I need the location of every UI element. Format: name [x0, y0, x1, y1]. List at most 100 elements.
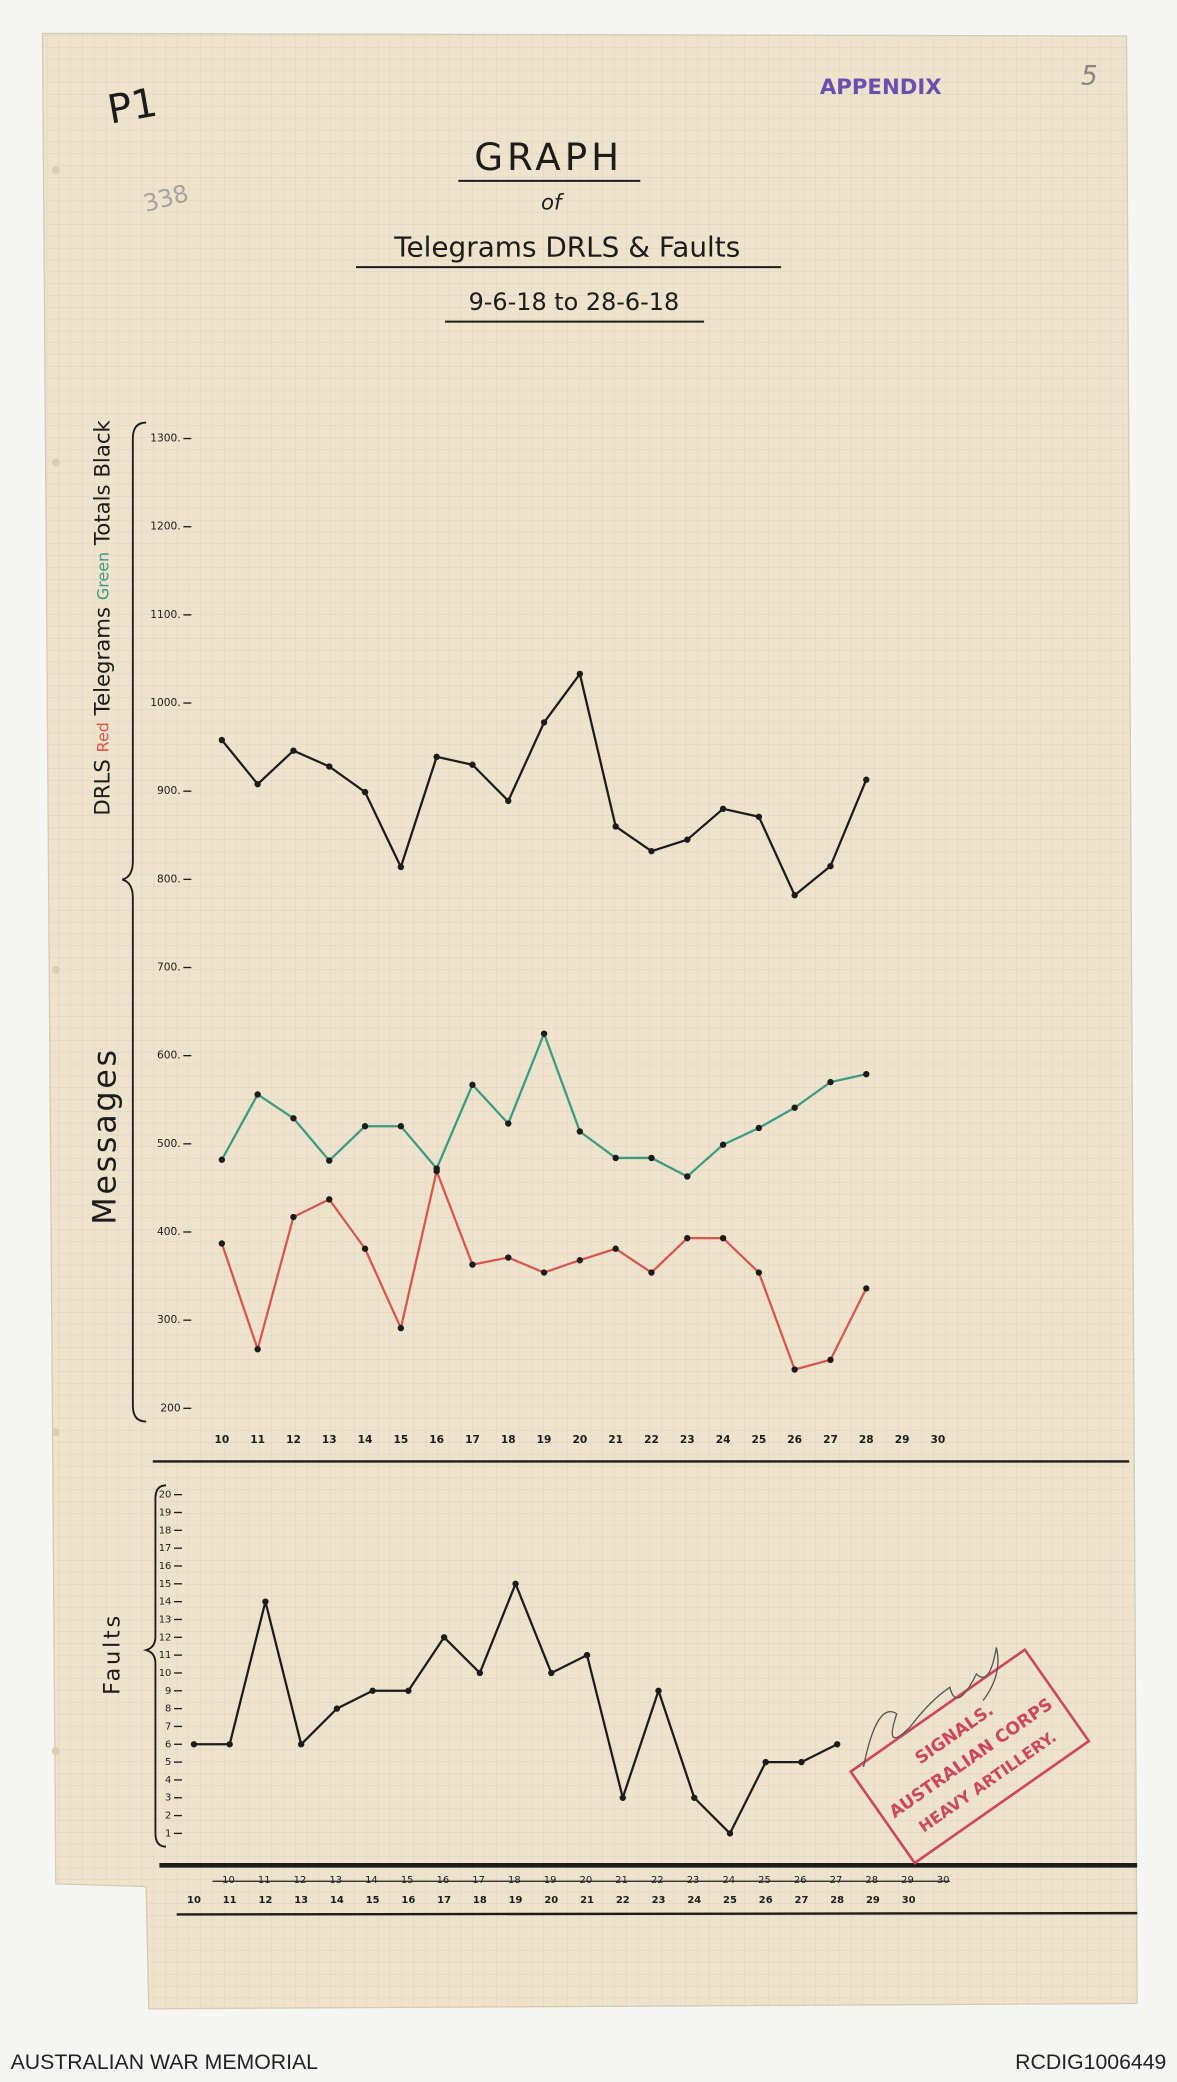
data-point — [827, 1356, 834, 1364]
subtitle: Telegrams DRLS & Faults — [393, 231, 740, 264]
legend-color-word: Black — [91, 419, 116, 477]
struck-tick-label: 17 — [472, 1875, 485, 1886]
data-point — [540, 719, 548, 726]
y-axis-label: Faults — [99, 1613, 125, 1695]
x-tick-label: 28 — [830, 1895, 844, 1906]
y-tick-label: 200 — [160, 1401, 181, 1414]
x-tick-label: 24 — [687, 1895, 701, 1906]
data-point — [863, 1070, 870, 1078]
legend-series-name: Totals — [91, 484, 116, 546]
page-number: 5 — [1081, 61, 1098, 92]
x-tick-label: 14 — [330, 1895, 344, 1906]
struck-tick-label: 27 — [830, 1875, 843, 1886]
x-tick-label: 17 — [465, 1433, 480, 1446]
y-tick-label: 17 — [159, 1543, 172, 1554]
x-tick-label: 10 — [214, 1433, 229, 1446]
date-range: 9-6-18 to 28-6-18 — [469, 288, 680, 316]
data-point — [290, 1213, 297, 1221]
y-tick-label: 900. — [157, 784, 181, 797]
data-point — [612, 1154, 619, 1162]
data-point — [505, 1254, 512, 1261]
x-tick-label: 17 — [437, 1895, 451, 1906]
data-point — [791, 892, 798, 899]
data-point — [397, 1324, 405, 1332]
data-point — [254, 1346, 261, 1353]
data-point — [548, 1669, 555, 1677]
x-tick-label: 30 — [930, 1433, 945, 1446]
charts: 200 300. 400. 500. 600. 700. 800. 900. 1000. 1100… — [150, 432, 949, 1906]
data-point — [655, 1687, 662, 1694]
data-point — [684, 1234, 691, 1242]
data-point — [648, 1269, 655, 1276]
struck-tick-label: 28 — [865, 1875, 878, 1886]
y-tick-label: 18 — [159, 1525, 172, 1536]
y-tick-label: 15 — [159, 1579, 172, 1590]
legend-series-name: DRLS — [91, 759, 116, 815]
struck-tick-label: 29 — [901, 1875, 914, 1886]
data-point — [755, 1124, 763, 1132]
x-tick-label: 23 — [680, 1433, 695, 1446]
y-tick-label: 6 — [165, 1739, 171, 1750]
data-point — [190, 1741, 198, 1748]
data-point — [863, 776, 870, 783]
data-point — [218, 1240, 226, 1247]
x-tick-label: 29 — [895, 1433, 910, 1446]
x-tick-label: 22 — [644, 1433, 659, 1446]
brace — [142, 1484, 167, 1848]
data-point — [405, 1687, 412, 1694]
y-tick-label: 4 — [165, 1775, 171, 1786]
data-point — [576, 670, 584, 678]
paper-grid — [42, 33, 1138, 2009]
y-tick-label: 1300. — [150, 432, 180, 445]
legend-label: DRLS Red Telegrams Green Totals Black — [91, 419, 116, 815]
x-tick-label: 26 — [759, 1895, 773, 1906]
y-tick-label: 13 — [159, 1614, 172, 1625]
struck-tick-label: 15 — [401, 1875, 414, 1886]
x-tick-label: 27 — [823, 1433, 838, 1446]
data-point — [218, 736, 226, 744]
data-point — [297, 1741, 305, 1748]
y-axis-label: Messages — [85, 1047, 123, 1225]
data-point — [505, 797, 512, 805]
x-tick-label: 13 — [294, 1895, 308, 1906]
struck-tick-label: 25 — [758, 1875, 771, 1886]
x-tick-label: 16 — [429, 1433, 444, 1446]
x-tick-label: 11 — [250, 1433, 265, 1446]
data-point — [361, 1245, 369, 1252]
data-point — [762, 1758, 769, 1766]
data-point — [505, 1120, 512, 1127]
x-tick-label: 18 — [473, 1895, 487, 1906]
y-tick-label: 300. — [157, 1313, 181, 1326]
separator — [176, 1911, 1138, 1916]
struck-tick-label: 12 — [294, 1875, 307, 1886]
x-tick-label: 23 — [652, 1895, 666, 1906]
struck-tick-label: 20 — [580, 1875, 593, 1886]
data-point — [576, 1128, 584, 1135]
title-of: of — [541, 190, 565, 215]
x-tick-label: 26 — [787, 1433, 802, 1446]
y-tick-label: 8 — [165, 1704, 171, 1715]
y-tick-label: 3 — [165, 1793, 171, 1804]
struck-tick-label: 18 — [508, 1875, 521, 1886]
data-point — [262, 1598, 269, 1605]
footer-source: AUSTRALIAN WAR MEMORIAL — [11, 2050, 319, 2074]
data-point — [361, 1123, 369, 1130]
y-tick-label: 1 — [165, 1828, 171, 1839]
struck-tick-label: 14 — [365, 1875, 378, 1886]
appendix-stamp: APPENDIX — [820, 75, 942, 100]
data-point — [863, 1285, 870, 1292]
data-point — [333, 1705, 341, 1712]
data-point — [469, 1261, 476, 1268]
data-point — [290, 1115, 297, 1122]
data-point — [540, 1269, 548, 1276]
x-tick-label: 19 — [509, 1895, 523, 1906]
data-point — [791, 1104, 798, 1111]
data-point — [798, 1758, 805, 1766]
data-point — [397, 863, 405, 871]
page-mark: P1 — [104, 80, 161, 134]
y-tick-label: 19 — [159, 1507, 172, 1518]
x-tick-label: 11 — [223, 1895, 237, 1906]
data-point — [326, 1157, 333, 1164]
title: GRAPH — [474, 135, 623, 179]
y-tick-label: 11 — [159, 1650, 172, 1661]
